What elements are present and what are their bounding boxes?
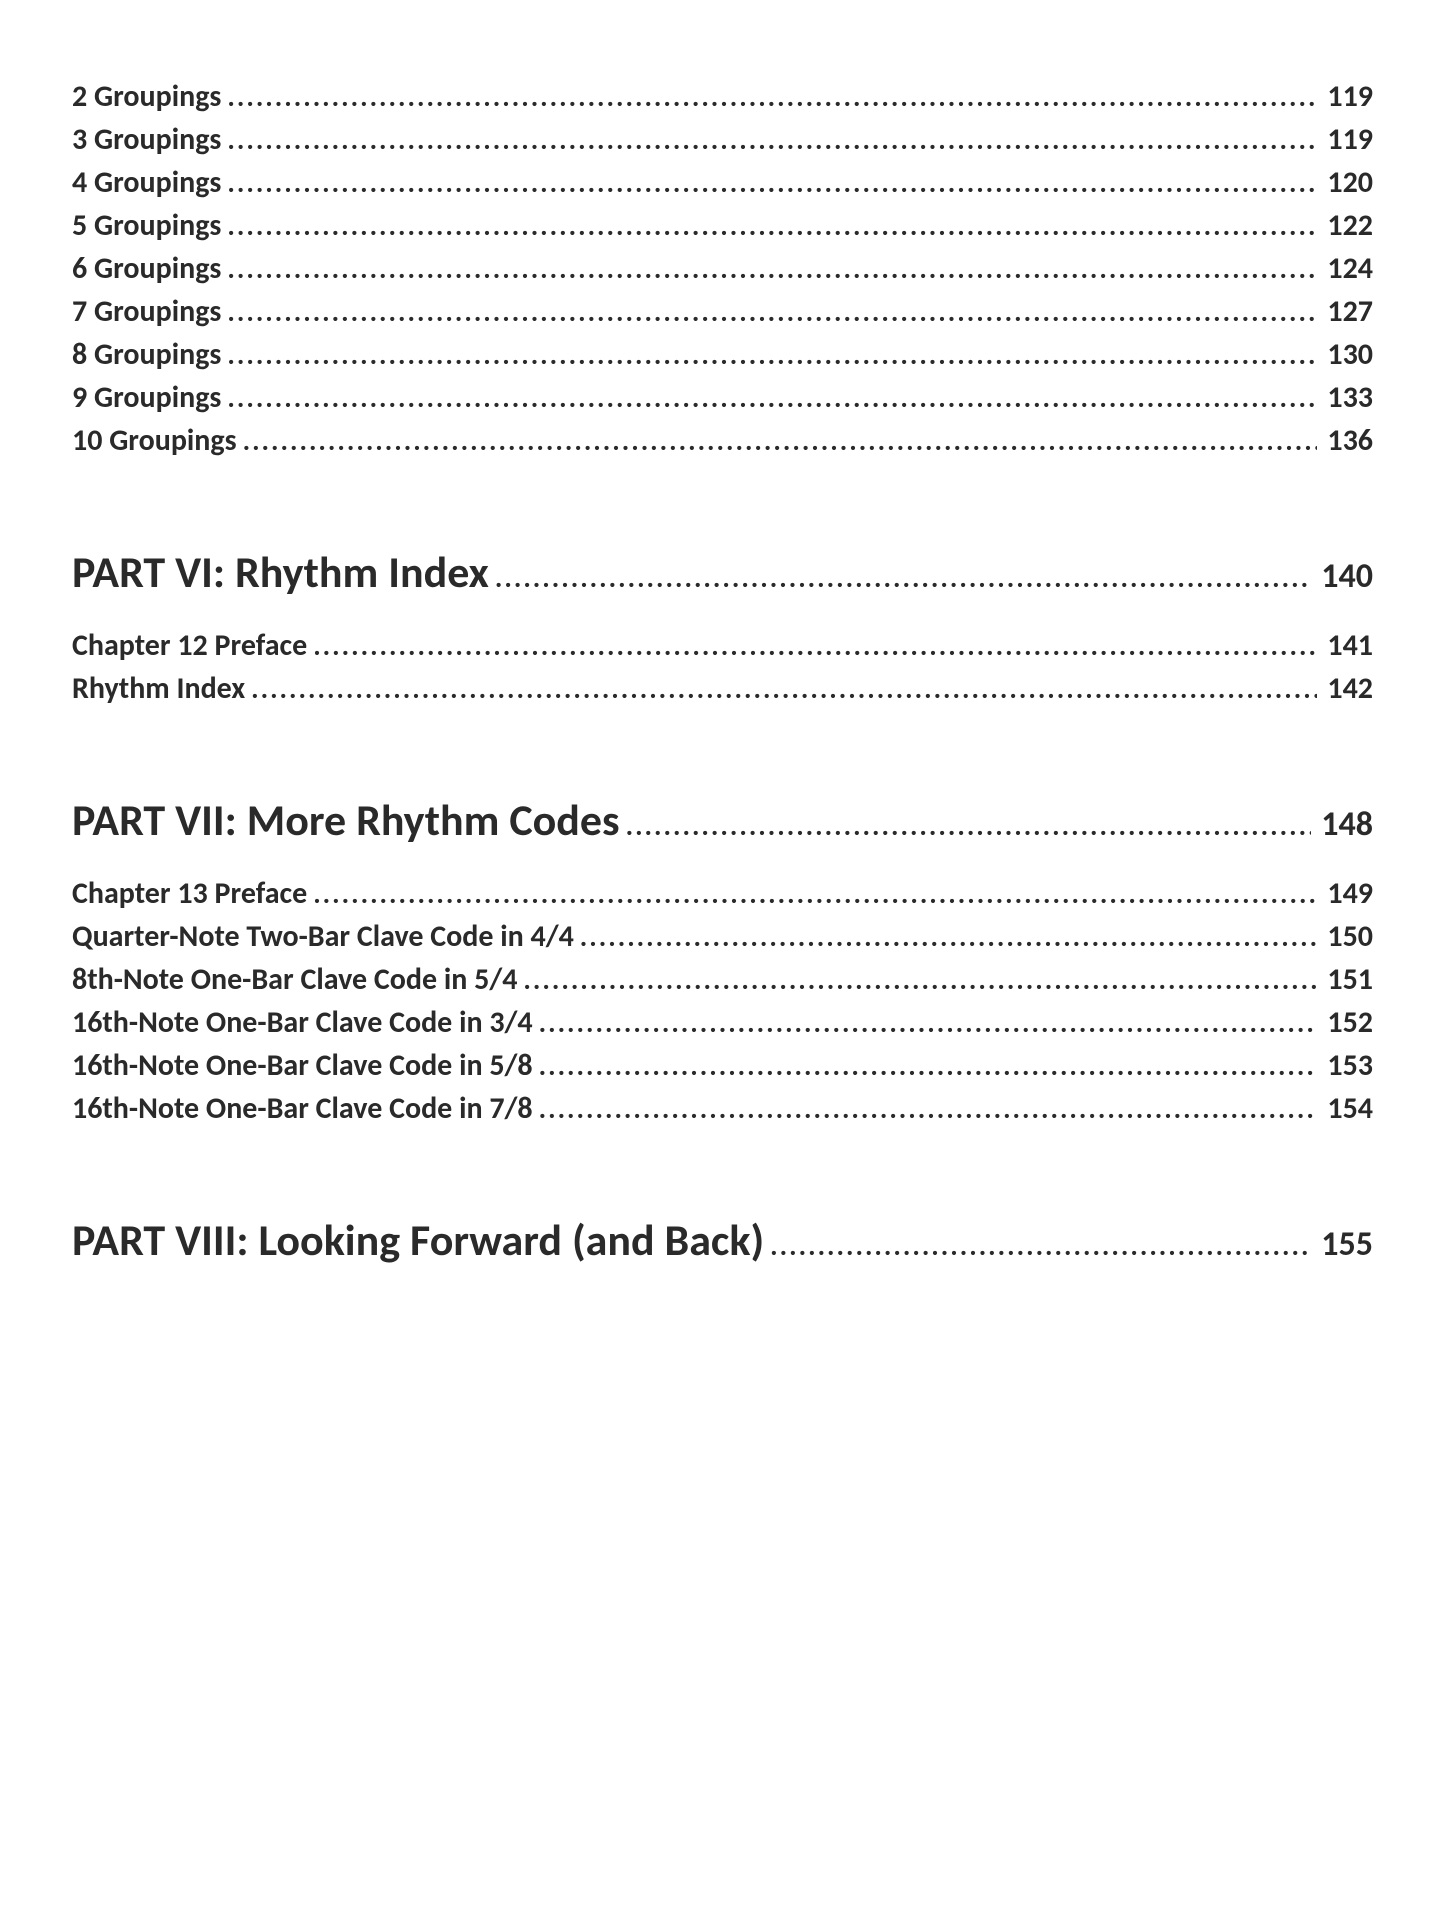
leader-dots [227,294,1317,329]
leader-dots [313,628,1317,663]
part-heading-part6: PART VI: Rhythm Index 140 [72,545,1373,599]
toc-entry-page: 153 [1317,1047,1373,1084]
toc-entry-label: 10 Groupings [72,422,243,459]
toc-section-part8: PART VIII: Looking Forward (and Back) 155 [72,1213,1373,1267]
toc-entry: 2 Groupings 119 [72,78,1373,115]
toc-entry: 16th-Note One-Bar Clave Code in 3/4 152 [72,1004,1373,1041]
part-heading-part7-page: 148 [1311,804,1373,845]
toc-entry-label: 16th-Note One-Bar Clave Code in 5/8 [72,1047,539,1084]
toc-entry: 5 Groupings 122 [72,207,1373,244]
toc-entry-page: 122 [1317,207,1373,244]
toc-entry-label: 4 Groupings [72,164,227,201]
toc-section-part6: PART VI: Rhythm Index 140 Chapter 12 Prefa… [72,545,1373,707]
leader-dots [770,1228,1311,1263]
toc-entry: 7 Groupings 127 [72,293,1373,330]
toc-section-part7: PART VII: More Rhythm Codes 148 Chapter 13… [72,793,1373,1127]
toc-entry-label: 8 Groupings [72,336,227,373]
toc-entry-page: 136 [1317,422,1373,459]
toc-container: 2 Groupings 119 3 Groupings 119 4 Groupings 1… [72,78,1373,1267]
leader-dots [227,165,1317,200]
toc-entry-page: 119 [1317,121,1373,158]
leader-dots [539,1091,1317,1126]
toc-entry-label: 16th-Note One-Bar Clave Code in 3/4 [72,1004,539,1041]
toc-entry: 16th-Note One-Bar Clave Code in 5/8 153 [72,1047,1373,1084]
leader-dots [580,919,1317,954]
toc-section-group1: 2 Groupings 119 3 Groupings 119 4 Groupings 1… [72,78,1373,459]
leader-dots [227,337,1317,372]
toc-entry-label: Chapter 13 Preface [72,875,313,912]
part-heading-part8: PART VIII: Looking Forward (and Back) 155 [72,1213,1373,1267]
toc-entry-page: 150 [1317,918,1373,955]
leader-dots [251,671,1317,706]
leader-dots [227,122,1317,157]
toc-entry-page: 119 [1317,78,1373,115]
part-heading-part8-label: PART VIII: Looking Forward (and Back) [72,1213,770,1267]
toc-entry-label: Quarter-Note Two-Bar Clave Code in 4/4 [72,918,580,955]
toc-entry: 16th-Note One-Bar Clave Code in 7/8 154 [72,1090,1373,1127]
leader-dots [227,380,1317,415]
part-heading-part6-page: 140 [1311,556,1373,597]
toc-entry-page: 141 [1317,627,1373,664]
leader-dots [523,962,1317,997]
toc-entry-page: 130 [1317,336,1373,373]
leader-dots [227,208,1317,243]
toc-entry: Quarter-Note Two-Bar Clave Code in 4/4 15… [72,918,1373,955]
part-heading-part6-label: PART VI: Rhythm Index [72,545,495,599]
leader-dots [243,423,1317,458]
toc-entry: 9 Groupings 133 [72,379,1373,416]
toc-entry: Rhythm Index 142 [72,670,1373,707]
toc-entry-label: 3 Groupings [72,121,227,158]
toc-entry-page: 151 [1317,961,1373,998]
toc-entry-label: 9 Groupings [72,379,227,416]
toc-entry: 8th-Note One-Bar Clave Code in 5/4 151 [72,961,1373,998]
toc-entry: 3 Groupings 119 [72,121,1373,158]
toc-entry: Chapter 13 Preface 149 [72,875,1373,912]
toc-entry-page: 142 [1317,670,1373,707]
toc-entry-label: 8th-Note One-Bar Clave Code in 5/4 [72,961,523,998]
leader-dots [539,1048,1317,1083]
leader-dots [227,79,1317,114]
toc-entry-label: 2 Groupings [72,78,227,115]
section-spacer [72,507,1373,541]
leader-dots [626,808,1312,843]
toc-entry-page: 127 [1317,293,1373,330]
toc-entry: Chapter 12 Preface 141 [72,627,1373,664]
toc-entry-page: 152 [1317,1004,1373,1041]
leader-dots [227,251,1317,286]
toc-entry: 4 Groupings 120 [72,164,1373,201]
part-heading-part7-label: PART VII: More Rhythm Codes [72,793,626,847]
toc-entry: 10 Groupings 136 [72,422,1373,459]
part-heading-part7: PART VII: More Rhythm Codes 148 [72,793,1373,847]
toc-entry: 8 Groupings 130 [72,336,1373,373]
toc-entry-label: Rhythm Index [72,670,251,707]
toc-entry-page: 120 [1317,164,1373,201]
toc-entry-label: 6 Groupings [72,250,227,287]
leader-dots [539,1005,1317,1040]
toc-entry-label: Chapter 12 Preface [72,627,313,664]
part-heading-part8-page: 155 [1311,1224,1373,1265]
section-spacer [72,1175,1373,1209]
toc-entry-label: 16th-Note One-Bar Clave Code in 7/8 [72,1090,539,1127]
leader-dots [313,876,1317,911]
toc-entry: 6 Groupings 124 [72,250,1373,287]
toc-entry-label: 7 Groupings [72,293,227,330]
toc-entry-page: 124 [1317,250,1373,287]
toc-entry-page: 154 [1317,1090,1373,1127]
leader-dots [495,560,1311,595]
toc-entry-page: 133 [1317,379,1373,416]
toc-entry-label: 5 Groupings [72,207,227,244]
toc-entry-page: 149 [1317,875,1373,912]
section-spacer [72,755,1373,789]
